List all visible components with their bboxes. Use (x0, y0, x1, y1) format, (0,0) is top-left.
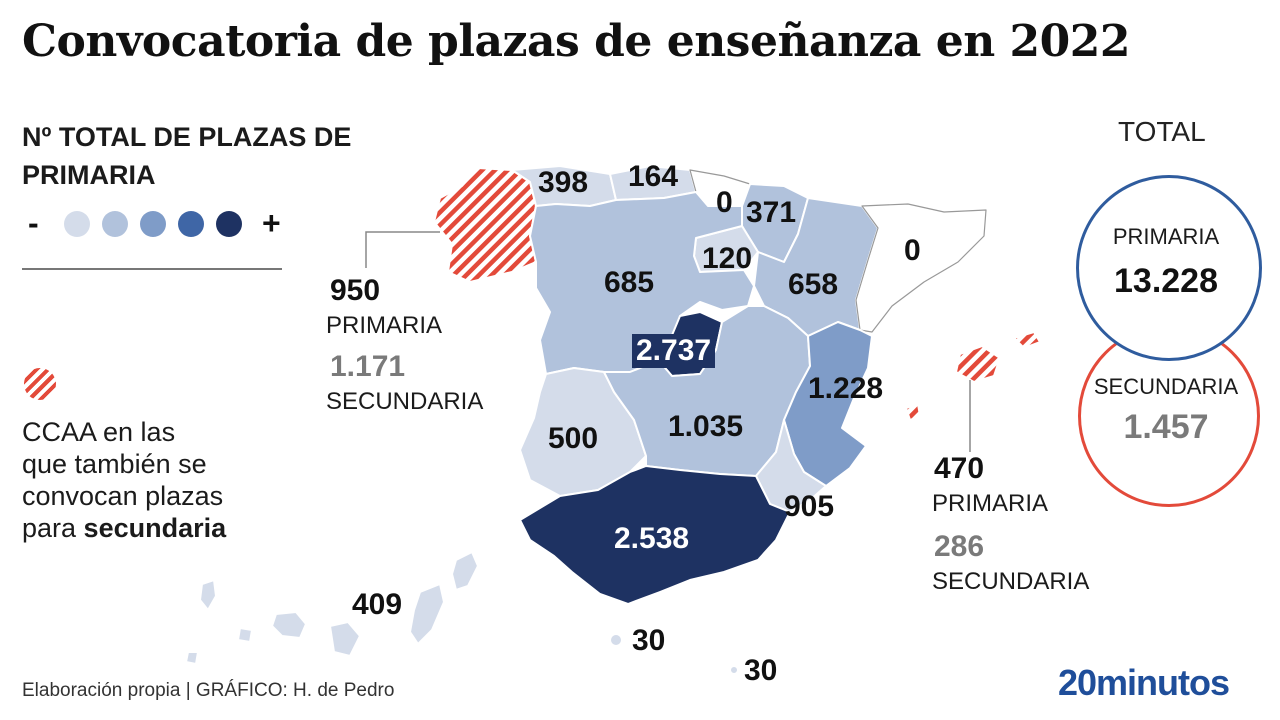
baleares-secundaria-value: 286 (934, 530, 985, 563)
region-ceuta (609, 633, 623, 647)
galicia-secundaria-label: SECUNDARIA (326, 388, 484, 415)
value-castilla-leon: 685 (604, 266, 655, 299)
region-andalucia (519, 465, 791, 605)
value-cantabria: 164 (628, 160, 679, 193)
baleares-secundaria-label: SECUNDARIA (932, 568, 1090, 595)
region-baleares-menorca (1013, 331, 1041, 349)
brand-logo: 20minutos (1058, 662, 1230, 703)
legend-dot-4 (178, 211, 204, 237)
secundaria-total-value: 1.457 (1123, 408, 1209, 446)
galicia-primaria-value: 950 (330, 274, 381, 307)
legend-minus: - (28, 205, 39, 241)
region-baleares-ibiza (905, 403, 921, 421)
legend-dot-3 (140, 211, 166, 237)
hatch-legend-line-2: que también se (22, 449, 207, 479)
baleares-primaria-value: 470 (934, 452, 985, 485)
primaria-total-value: 13.228 (1114, 262, 1218, 300)
value-madrid: 2.737 (632, 334, 716, 368)
hatch-legend-icon (24, 368, 56, 400)
region-castilla-leon (529, 191, 755, 375)
value-aragon: 658 (788, 268, 839, 301)
region-canarias-5 (329, 621, 361, 657)
region-canarias-3 (185, 651, 199, 665)
region-canarias-4 (271, 611, 307, 639)
region-canarias-2 (237, 627, 253, 643)
region-cataluna (855, 203, 987, 333)
galicia-secundaria-value: 1.171 (330, 350, 406, 383)
region-canarias-6 (409, 583, 445, 645)
hatch-legend-text: CCAA en las que también se convocan plaz… (22, 416, 282, 544)
totals-header: TOTAL (1118, 116, 1206, 147)
primaria-total-label: PRIMARIA (1112, 224, 1220, 249)
legend-divider (22, 268, 282, 270)
galicia-primaria-label: PRIMARIA (326, 312, 443, 339)
legend-dot-1 (64, 211, 90, 237)
region-galicia (433, 167, 537, 283)
value-pais-vasco: 0 (716, 186, 733, 219)
secundaria-total-label: SECUNDARIA (1093, 374, 1239, 399)
region-canarias-7 (451, 551, 479, 591)
value-ceuta: 30 (632, 624, 666, 657)
hatch-legend-line-3: convocan plazas (22, 481, 224, 511)
region-valencia (783, 321, 873, 487)
legend-plus: + (262, 205, 281, 241)
value-cataluna: 0 (904, 234, 921, 267)
value-valencia: 1.228 (808, 372, 884, 405)
baleares-primaria-label: PRIMARIA (932, 490, 1049, 517)
footer-credits: Elaboración propia | GRÁFICO: H. de Pedr… (22, 680, 395, 701)
value-canarias: 409 (352, 588, 403, 621)
legend-color-scale: - + (28, 205, 298, 241)
legend-dot-2 (102, 211, 128, 237)
hatch-legend-line-1: CCAA en las (22, 417, 176, 447)
legend-title: Nº TOTAL DE PLAZAS DE PRIMARIA (22, 122, 352, 190)
value-extremadura: 500 (548, 422, 599, 455)
value-la-rioja: 120 (702, 242, 753, 275)
hatch-legend-line-4: para secundaria (22, 513, 227, 543)
value-castilla-la-mancha: 1.035 (668, 410, 744, 443)
region-baleares-mallorca (955, 345, 1001, 383)
value-asturias: 398 (538, 166, 589, 199)
region-melilla (729, 665, 739, 675)
value-navarra: 371 (746, 196, 797, 229)
primaria-total-circle (1076, 175, 1262, 361)
value-andalucia: 2.538 (614, 522, 690, 555)
page-title: Convocatoria de plazas de enseñanza en 2… (22, 16, 1131, 67)
value-melilla: 30 (744, 654, 778, 687)
value-murcia: 905 (784, 490, 835, 523)
legend-dot-5 (216, 211, 242, 237)
galicia-callout-line (365, 231, 440, 268)
region-canarias-1 (199, 579, 217, 611)
